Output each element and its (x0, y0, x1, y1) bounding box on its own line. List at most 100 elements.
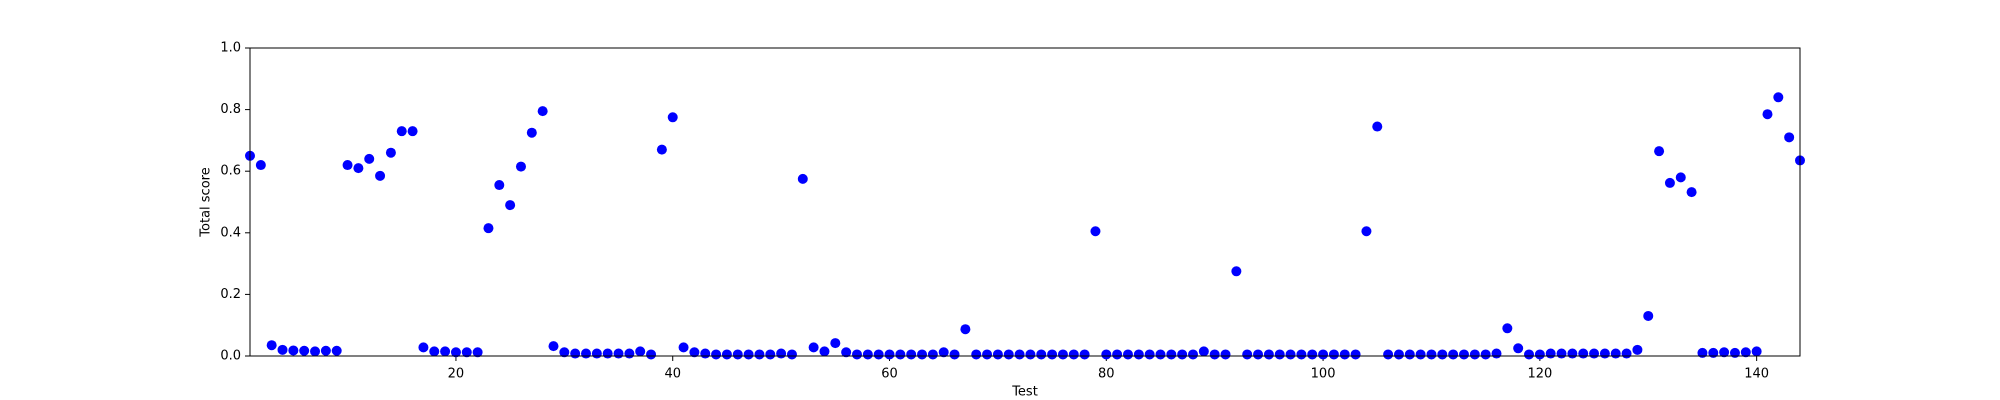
point (320, 345, 331, 356)
point (1513, 343, 1524, 354)
point (613, 348, 624, 359)
point (656, 144, 667, 155)
point (483, 223, 494, 234)
point (407, 126, 418, 137)
point (1122, 349, 1133, 360)
y-tick-label: 1.0 (220, 41, 241, 56)
point (364, 153, 375, 164)
point (1556, 348, 1567, 359)
point (1079, 349, 1090, 360)
point (1719, 347, 1730, 358)
point (1209, 349, 1220, 360)
point (1003, 349, 1014, 360)
point (895, 349, 906, 360)
point (1502, 323, 1513, 334)
point (450, 347, 461, 358)
point (1090, 226, 1101, 237)
x-tick-label: 80 (1098, 367, 1115, 382)
point (1047, 349, 1058, 360)
point (1133, 349, 1144, 360)
point (862, 349, 873, 360)
point (949, 349, 960, 360)
point (1426, 349, 1437, 360)
point (591, 348, 602, 359)
point (1372, 121, 1383, 132)
point (548, 341, 559, 352)
point (646, 349, 657, 360)
point (1599, 348, 1610, 359)
point (711, 349, 722, 360)
point (1524, 349, 1535, 360)
x-tick-label: 40 (664, 367, 681, 382)
point (797, 173, 808, 184)
point (1318, 349, 1329, 360)
point (581, 348, 592, 359)
point (1686, 187, 1697, 198)
point (1784, 132, 1795, 143)
point (1285, 349, 1296, 360)
point (602, 348, 613, 359)
point (1198, 346, 1209, 357)
point (765, 349, 776, 360)
point (1404, 349, 1415, 360)
point (1144, 349, 1155, 360)
point (1350, 349, 1361, 360)
point (288, 345, 299, 356)
x-tick-label: 140 (1744, 367, 1769, 382)
point (353, 163, 364, 174)
point (385, 147, 396, 158)
point (1654, 146, 1665, 157)
point (1610, 348, 1621, 359)
y-tick-label: 0.2 (220, 287, 241, 302)
point (830, 338, 841, 349)
point (1263, 349, 1274, 360)
point (277, 344, 288, 355)
point (1393, 349, 1404, 360)
point (1589, 348, 1600, 359)
y-tick-label: 0.4 (220, 225, 241, 240)
point (721, 349, 732, 360)
x-tick-label: 60 (881, 367, 898, 382)
y-tick-label: 0.6 (220, 164, 241, 179)
point (1632, 344, 1643, 355)
point (418, 342, 429, 353)
point (1328, 349, 1339, 360)
point (515, 161, 526, 172)
point (1057, 349, 1068, 360)
point (624, 348, 635, 359)
y-axis-label: Total score (199, 167, 214, 237)
point (667, 112, 678, 123)
point (635, 346, 646, 357)
point (1740, 347, 1751, 358)
point (917, 349, 928, 360)
point (396, 126, 407, 137)
point (1621, 348, 1632, 359)
point (1383, 349, 1394, 360)
point (851, 349, 862, 360)
x-tick-label: 120 (1527, 367, 1552, 382)
point (1025, 349, 1036, 360)
point (1664, 177, 1675, 188)
point (331, 345, 342, 356)
point (1545, 348, 1556, 359)
point (255, 160, 266, 171)
point (1307, 349, 1318, 360)
point (1036, 349, 1047, 360)
point (776, 348, 787, 359)
point (743, 349, 754, 360)
point (1253, 349, 1264, 360)
point (1643, 310, 1654, 321)
point (1242, 349, 1253, 360)
point (992, 349, 1003, 360)
point (1458, 349, 1469, 360)
point (266, 340, 277, 351)
point (1155, 349, 1166, 360)
x-axis-label: Test (1011, 385, 1038, 400)
point (461, 347, 472, 358)
point (375, 170, 386, 181)
point (689, 347, 700, 358)
point (1751, 346, 1762, 357)
point (1101, 349, 1112, 360)
point (1708, 347, 1719, 358)
